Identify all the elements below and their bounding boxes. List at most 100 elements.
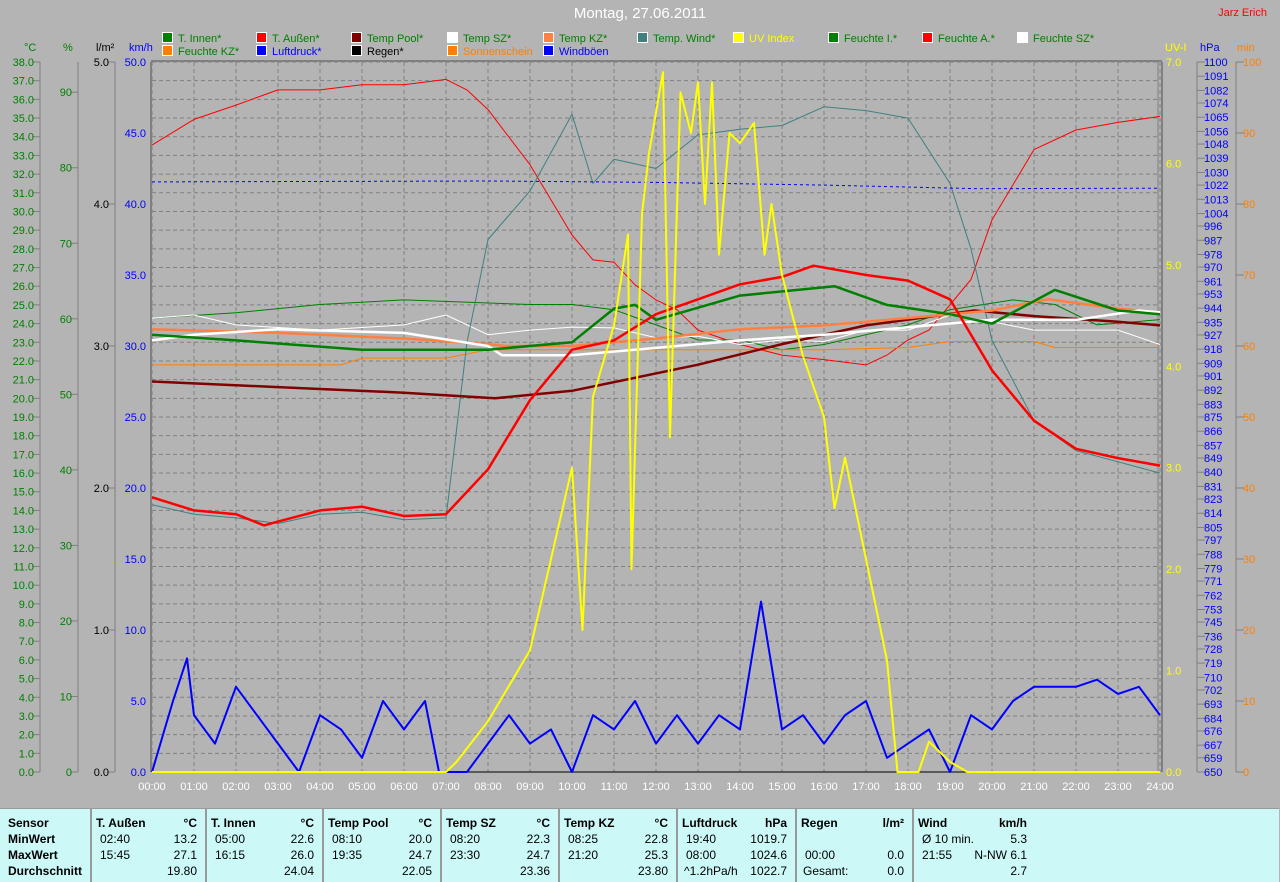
- x-tick-label: 01:00: [180, 781, 208, 793]
- column-unit: °C: [654, 816, 668, 830]
- axis-tick-label-pressure: 961: [1204, 276, 1222, 288]
- axis-tick-label-pressure: 719: [1204, 658, 1222, 670]
- legend-swatch: [162, 45, 173, 56]
- legend-swatch: [447, 32, 458, 43]
- column-header: Wind: [918, 816, 948, 830]
- axis-tick-label-sun: 80: [1243, 199, 1255, 211]
- legend-item: Feuchte I.*: [828, 32, 897, 45]
- row-label: Sensor: [8, 816, 49, 830]
- axis-tick-label-pressure: 693: [1204, 699, 1222, 711]
- axis-tick-label-pressure: 1030: [1204, 167, 1228, 179]
- axis-tick-label-pressure: 944: [1204, 303, 1222, 315]
- max-value: 24.7: [408, 848, 432, 862]
- legend-label: T. Außen*: [272, 33, 320, 45]
- axis-tick-label-sun: 0: [1243, 767, 1249, 779]
- axis-tick-label-celsius: 18.0: [13, 431, 34, 443]
- axis-tick-label-celsius: 36.0: [13, 94, 34, 106]
- legend-label: Temp KZ*: [559, 33, 608, 45]
- axis-tick-label-wind: 35.0: [125, 270, 146, 282]
- legend-swatch: [828, 32, 839, 43]
- axis-tick-label-pressure: 1074: [1204, 98, 1228, 110]
- axis-tick-label-celsius: 3.0: [19, 711, 34, 723]
- axis-unit-rain: l/m²: [96, 42, 115, 54]
- axis-tick-label-wind: 5.0: [131, 696, 146, 708]
- avg-value: 23.36: [519, 864, 550, 878]
- axis-tick-label-celsius: 0.0: [19, 767, 34, 779]
- axis-tick-label-celsius: 1.0: [19, 748, 34, 760]
- legend-item: Temp Pool*: [351, 32, 423, 45]
- legend-item: Luftdruck*: [256, 45, 322, 58]
- series-temp-pool: [151, 309, 1161, 400]
- x-tick-label: 07:00: [432, 781, 460, 793]
- axis-tick-label-percent: 90: [60, 87, 72, 99]
- series-t-außen: [151, 264, 1161, 527]
- legend-item: T. Innen*: [162, 32, 221, 45]
- x-tick-label: 22:00: [1062, 781, 1090, 793]
- column-unit: hPa: [764, 816, 787, 830]
- axis-tick-label-pressure: 953: [1204, 289, 1222, 301]
- axis-tick-label-pressure: 1065: [1204, 112, 1228, 124]
- axis-tick-label-pressure: 892: [1204, 385, 1222, 397]
- axis-unit-percent: %: [63, 42, 73, 54]
- min-time: 19:40: [686, 832, 717, 846]
- min-time: 08:10: [332, 832, 363, 846]
- axis-tick-label-pressure: 901: [1204, 371, 1222, 383]
- legend-item: Feuchte A.*: [922, 32, 995, 45]
- axis-tick-label-pressure: 978: [1204, 249, 1222, 261]
- axis-tick-label-uv: 7.0: [1166, 57, 1181, 69]
- axis-tick-label-wind: 15.0: [125, 554, 146, 566]
- axis-tick-label-wind: 25.0: [125, 412, 146, 424]
- max-value: 27.1: [173, 848, 197, 862]
- axis-tick-label-pressure: 935: [1204, 317, 1222, 329]
- legend-label: Temp. Wind*: [653, 33, 716, 45]
- column-header: Temp SZ: [446, 816, 496, 830]
- x-tick-label: 02:00: [222, 781, 250, 793]
- legend-label: Windböen: [559, 46, 609, 58]
- axis-tick-label-pressure: 728: [1204, 644, 1222, 656]
- x-tick-label: 24:00: [1146, 781, 1174, 793]
- x-tick-label: 13:00: [684, 781, 712, 793]
- axis-tick-label-celsius: 14.0: [13, 505, 34, 517]
- axis-tick-label-pressure: 1004: [1204, 208, 1228, 220]
- legend-swatch: [162, 32, 173, 43]
- axis-tick-label-celsius: 2.0: [19, 730, 34, 742]
- axis-tick-label-pressure: 849: [1204, 453, 1222, 465]
- axis-unit-wind: km/h: [129, 42, 153, 54]
- axis-tick-label-celsius: 33.0: [13, 150, 34, 162]
- axis-tick-label-uv: 3.0: [1166, 463, 1181, 475]
- column-unit: °C: [536, 816, 550, 830]
- axis-tick-label-pressure: 831: [1204, 481, 1222, 493]
- legend-swatch: [733, 32, 744, 43]
- column-divider: [912, 809, 914, 882]
- axis-tick-label-rain: 0.0: [94, 767, 109, 779]
- x-tick-label: 09:00: [516, 781, 544, 793]
- legend-label: Feuchte A.*: [938, 33, 995, 45]
- max-time: 23:30: [450, 848, 481, 862]
- min-time: 08:25: [568, 832, 599, 846]
- legend-item: Feuchte KZ*: [162, 45, 239, 58]
- axis-tick-label-pressure: 1022: [1204, 180, 1228, 192]
- axis-tick-label-pressure: 650: [1204, 767, 1222, 779]
- min-value: 5.3: [1010, 832, 1027, 846]
- avg-value: 2.7: [1010, 864, 1027, 878]
- axis-tick-label-pressure: 857: [1204, 440, 1222, 452]
- axis-tick-label-pressure: 840: [1204, 467, 1222, 479]
- column-unit: °C: [183, 816, 197, 830]
- legend-label: Temp SZ*: [463, 33, 512, 45]
- axis-tick-label-pressure: 684: [1204, 713, 1222, 725]
- column-divider: [90, 809, 92, 882]
- axis-unit-uv: UV-I: [1165, 42, 1186, 54]
- column-unit: km/h: [998, 816, 1027, 830]
- legend-swatch: [543, 45, 554, 56]
- axis-tick-label-celsius: 23.0: [13, 337, 34, 349]
- axis-tick-label-celsius: 35.0: [13, 113, 34, 125]
- axis-tick-label-rain: 5.0: [94, 57, 109, 69]
- axis-tick-label-celsius: 8.0: [19, 618, 34, 630]
- axis-tick-label-rain: 4.0: [94, 199, 109, 211]
- series-temp-sz: [151, 309, 1161, 357]
- axis-tick-label-sun: 30: [1243, 554, 1255, 566]
- column-unit: °C: [418, 816, 432, 830]
- chart: 00:00 01:00 02:00 03:00 04:00 05:00 06:00 07:00…: [13, 42, 1262, 793]
- max-value: N-NW 6.1: [974, 848, 1027, 862]
- column-divider: [558, 809, 560, 882]
